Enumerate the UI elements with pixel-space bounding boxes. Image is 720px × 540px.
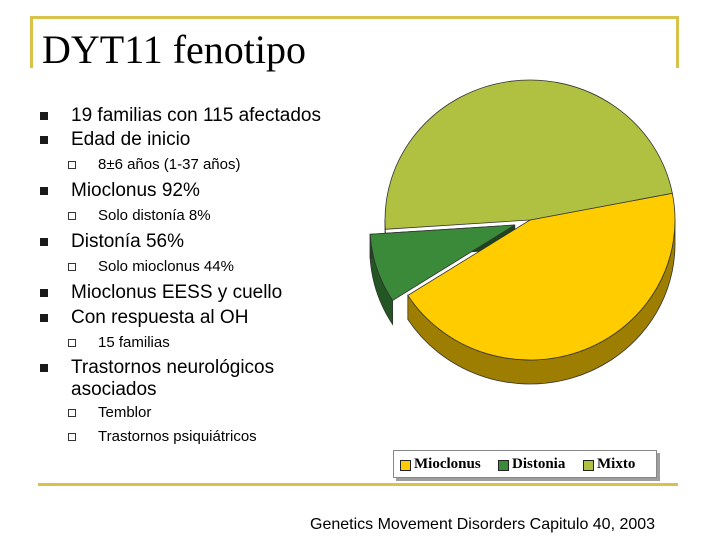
legend-label-distonia: Distonia [512, 456, 566, 472]
legend-label-mioclonus: Mioclonus [414, 456, 481, 472]
legend-label-mixto: Mixto [597, 456, 636, 472]
bullet-list: 19 familias con 115 afectados Edad de in… [0, 0, 380, 480]
square-bullet-icon [40, 187, 48, 195]
slide-title: DYT11 fenotipo [42, 27, 307, 72]
hollow-square-bullet-icon [68, 409, 76, 417]
square-bullet-icon [40, 289, 48, 297]
pie-chart [360, 70, 680, 490]
bullet-text: Con respuesta al OH [71, 307, 249, 328]
bullet-text: Mioclonus EESS y cuello [71, 282, 283, 303]
sub-bullet-text: Solo mioclonus 44% [98, 258, 234, 275]
frame-left-line [30, 16, 33, 68]
bullet-text: asociados [71, 379, 157, 400]
sub-bullet-text: Trastornos psiquiátricos [98, 428, 257, 445]
chart-legend: Mioclonus Distonia Mixto [393, 450, 657, 478]
square-bullet-icon [40, 238, 48, 246]
legend-swatch-mixto [583, 460, 594, 471]
frame-top-line [30, 16, 678, 19]
square-bullet-icon [40, 136, 48, 144]
bullet-text: Distonía 56% [71, 231, 185, 252]
pie-slice-mixto [384, 79, 673, 230]
bullet-text: Edad de inicio [71, 129, 191, 150]
hollow-square-bullet-icon [68, 339, 76, 347]
frame-right-line [676, 16, 679, 68]
hollow-square-bullet-icon [68, 433, 76, 441]
sub-bullet-text: 8±6 años (1-37 años) [98, 156, 241, 173]
hollow-square-bullet-icon [68, 212, 76, 220]
citation-footer: Genetics Movement Disorders Capitulo 40,… [310, 516, 656, 533]
bullet-text: 19 familias con 115 afectados [71, 105, 321, 126]
pie-slice-mioclonus [407, 192, 676, 361]
hollow-square-bullet-icon [68, 161, 76, 169]
pie-chart-svg [369, 79, 676, 385]
square-bullet-icon [40, 364, 48, 372]
bullet-text: Trastornos neurológicos [71, 357, 275, 378]
pie-slice-distonia [369, 224, 516, 301]
square-bullet-icon [40, 112, 48, 120]
bullet-text: Mioclonus 92% [71, 180, 200, 201]
legend-swatch-mioclonus [400, 460, 411, 471]
legend-swatch-distonia [498, 460, 509, 471]
hollow-square-bullet-icon [68, 263, 76, 271]
sub-bullet-text: 15 familias [98, 334, 170, 351]
sub-bullet-text: Solo distonía 8% [98, 207, 211, 224]
frame-bottom-line [38, 483, 678, 486]
square-bullet-icon [40, 314, 48, 322]
sub-bullet-text: Temblor [98, 404, 152, 421]
